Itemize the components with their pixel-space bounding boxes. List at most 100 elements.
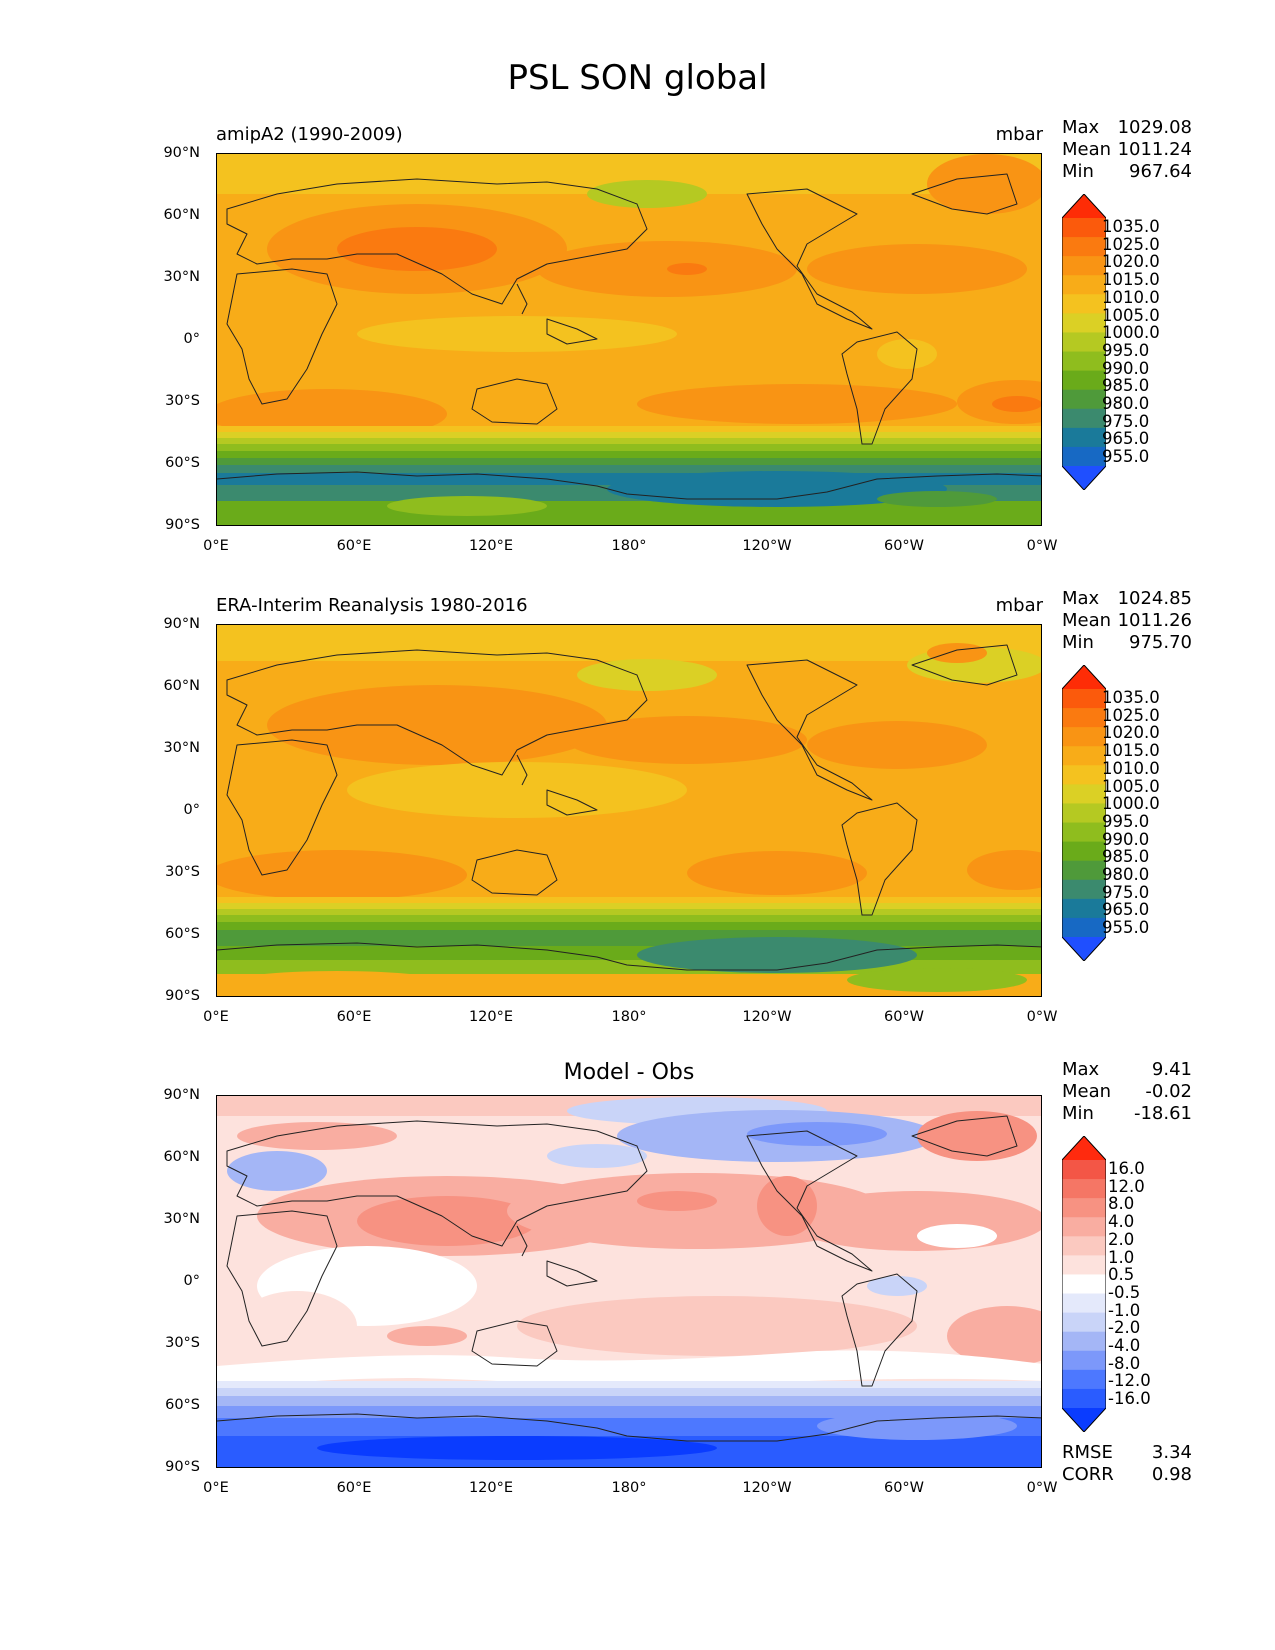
cbar-label: 1010.0 <box>1102 287 1160 307</box>
colorbar-segment <box>1062 841 1106 862</box>
cbar-label: 0.5 <box>1108 1265 1135 1285</box>
lon-label-60e: 60°E <box>336 1009 372 1025</box>
cbar-label: 16.0 <box>1108 1159 1145 1178</box>
lat-label-60s: 60°S <box>165 1397 200 1413</box>
lon-label-0w: 0°W <box>1026 1009 1058 1025</box>
colorbar-segment <box>1062 370 1106 391</box>
lon-label-60w: 60°W <box>883 538 925 554</box>
rmse-label: RMSE <box>1062 1442 1113 1463</box>
colorbar-segment <box>1062 446 1106 467</box>
lat-label-90n: 90°N <box>163 1087 200 1103</box>
cbar-label: 1005.0 <box>1102 305 1160 325</box>
lat-label-30s: 30°S <box>165 393 200 409</box>
corr-value: 0.98 <box>1151 1464 1192 1485</box>
panel-diff-colorbar-labels: 16.0 12.0 8.0 4.0 2.0 1.0 0.5 -0.5 -1.0 … <box>1108 1160 1151 1408</box>
panel-model-stats: Max 1029.08 Mean 1011.24 Min 967.64 <box>1062 117 1192 183</box>
panel-obs-colorbar-labels: 1035.0 1025.0 1020.0 1015.0 1010.0 1005.… <box>1102 689 1160 937</box>
panel-obs-units: mbar <box>995 595 1043 616</box>
stat-max-label: Max <box>1062 117 1100 138</box>
panel-obs-stats: Max 1024.85 Mean 1011.26 Min 975.70 <box>1062 588 1192 654</box>
stat-min-label: Min <box>1062 161 1094 182</box>
stat-max-value: 1024.85 <box>1117 588 1192 609</box>
cbar-label: 990.0 <box>1102 829 1150 849</box>
panel-model-colorbar-labels: 1035.0 1025.0 1020.0 1015.0 1010.0 1005.… <box>1102 218 1160 466</box>
lon-label-120w: 120°W <box>742 538 792 554</box>
colorbar-segment <box>1062 1160 1106 1180</box>
lon-label-60e: 60°E <box>336 1480 372 1496</box>
colorbar-bottom-extension <box>1062 1408 1106 1432</box>
panel-diff-colorbar <box>1062 1136 1106 1432</box>
lon-label-0w: 0°W <box>1026 1480 1058 1496</box>
lon-label-180: 180° <box>611 1009 647 1025</box>
stat-max-label: Max <box>1062 1059 1100 1080</box>
cbar-label: 955.0 <box>1102 918 1150 938</box>
cbar-label: -12.0 <box>1108 1371 1151 1391</box>
figure-title: PSL SON global <box>507 58 768 98</box>
lon-label-120e: 120°E <box>468 538 514 554</box>
cbar-label: 1005.0 <box>1102 776 1160 796</box>
panel-model-units: mbar <box>995 124 1043 145</box>
colorbar-segment <box>1062 803 1106 824</box>
colorbar-segment <box>1062 1274 1106 1295</box>
colorbar-segment <box>1062 256 1106 276</box>
colorbar-bottom-extension <box>1062 466 1106 490</box>
colorbar-segment <box>1062 1312 1106 1333</box>
cbar-label: 2.0 <box>1108 1229 1135 1249</box>
stat-mean-label: Mean <box>1062 139 1112 160</box>
cbar-label: 1000.0 <box>1102 323 1160 343</box>
stat-min-value: 975.70 <box>1129 632 1192 653</box>
lat-label-30n: 30°N <box>163 269 200 285</box>
lon-label-120e: 120°E <box>468 1009 514 1025</box>
cbar-label: 965.0 <box>1102 429 1150 449</box>
colorbar-segment <box>1062 860 1106 881</box>
colorbar-segment <box>1062 727 1106 747</box>
colorbar-segment <box>1062 765 1106 785</box>
colorbar-segment <box>1062 1331 1106 1352</box>
colorbar-segment <box>1062 313 1106 333</box>
cbar-label: 1015.0 <box>1102 741 1160 761</box>
cbar-label: -16.0 <box>1108 1389 1151 1409</box>
stat-max-value: 1029.08 <box>1117 117 1192 138</box>
panel-diff-title: Model - Obs <box>563 1060 695 1085</box>
stat-mean-value: 1011.26 <box>1117 610 1192 631</box>
lat-label-60s: 60°S <box>165 926 200 942</box>
cbar-label: -1.0 <box>1108 1300 1141 1320</box>
cbar-label: -0.5 <box>1108 1282 1141 1302</box>
panel-obs-colorbar <box>1062 665 1106 961</box>
stat-min-value: 967.64 <box>1129 161 1192 182</box>
colorbar-segment <box>1062 689 1106 709</box>
lon-label-120w: 120°W <box>742 1480 792 1496</box>
panel-obs-map <box>216 624 1042 997</box>
stat-mean-value: -0.02 <box>1145 1081 1192 1102</box>
cbar-label: 995.0 <box>1102 811 1150 831</box>
lat-label-30s: 30°S <box>165 1335 200 1351</box>
colorbar-segment <box>1062 1217 1106 1237</box>
lat-label-90s: 90°S <box>165 517 200 533</box>
lat-label-60n: 60°N <box>163 1149 200 1165</box>
colorbar-top-extension <box>1062 194 1106 218</box>
lon-label-0e: 0°E <box>203 1480 229 1496</box>
cbar-label: 1035.0 <box>1102 217 1160 236</box>
cbar-label: 1025.0 <box>1102 705 1160 725</box>
cbar-label: 1035.0 <box>1102 688 1160 707</box>
cbar-label: 975.0 <box>1102 882 1150 902</box>
colorbar-segment <box>1062 879 1106 900</box>
colorbar-segment <box>1062 822 1106 843</box>
colorbar-segment <box>1062 237 1106 257</box>
cbar-label: 1025.0 <box>1102 234 1160 254</box>
colorbar-segment <box>1062 917 1106 938</box>
cbar-label: 1010.0 <box>1102 758 1160 778</box>
cbar-label: 985.0 <box>1102 847 1150 867</box>
lat-label-0: 0° <box>183 802 200 818</box>
lat-label-90n: 90°N <box>163 145 200 161</box>
colorbar-segment <box>1062 1369 1106 1390</box>
colorbar-segment <box>1062 408 1106 429</box>
colorbar-segment <box>1062 1198 1106 1218</box>
lat-label-90n: 90°N <box>163 616 200 632</box>
lon-label-60w: 60°W <box>883 1009 925 1025</box>
lon-label-180: 180° <box>611 1480 647 1496</box>
lat-label-60n: 60°N <box>163 207 200 223</box>
panel-obs: ERA-Interim Reanalysis 1980-2016 mbar <box>0 0 1275 1025</box>
cbar-label: 980.0 <box>1102 865 1150 885</box>
lat-label-60s: 60°S <box>165 455 200 471</box>
